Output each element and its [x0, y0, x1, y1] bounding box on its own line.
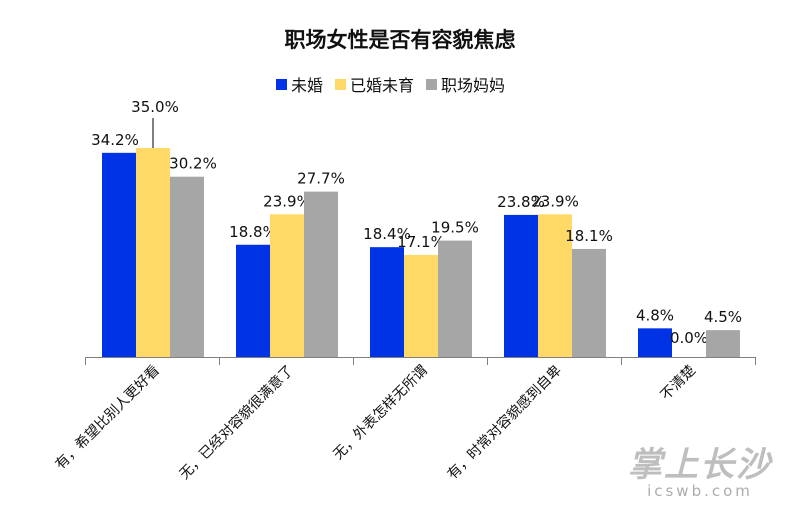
bar-2-2 [438, 240, 472, 357]
data-label-3-0: 23.8% [497, 193, 545, 211]
data-label-1-2: 27.7% [297, 170, 345, 188]
data-label-2-1: 17.1% [397, 233, 445, 251]
legend-swatch-1 [335, 79, 346, 90]
data-label-2-2: 19.5% [431, 219, 479, 237]
legend-label-1: 已婚未育 [350, 76, 414, 95]
data-label-1-0: 18.8% [229, 223, 277, 241]
bar-1-0 [236, 244, 270, 357]
category-label-3: 有，时常对容貌感到自卑 [444, 362, 565, 483]
category-label-2: 无，外表怎样无所谓 [330, 363, 430, 463]
category-label-4: 不清楚 [658, 363, 699, 404]
bar-2-0 [370, 247, 404, 357]
chart-title: 职场女性是否有容貌焦虑 [285, 28, 516, 52]
legend-label-2: 职场妈妈 [441, 76, 505, 95]
bar-2-1 [404, 254, 438, 357]
bar-1-2 [304, 191, 338, 357]
bars: 34.2% 35.0% 30.2% 18.8% 23.9% 27.7% 18.4%17.1%… [91, 98, 742, 357]
legend-swatch-0 [276, 79, 287, 90]
data-label-3-2: 18.1% [565, 227, 613, 245]
legend-label-0: 未婚 [291, 76, 323, 95]
data-label-3-1: 23.9% [531, 192, 579, 210]
data-label-0-0: 34.2% [91, 131, 139, 149]
bar-1-1 [270, 214, 304, 357]
bar-3-0 [504, 214, 538, 357]
bar-0-1 [136, 148, 170, 357]
category-label-1: 无，已经对容貌很满意了 [176, 362, 297, 483]
watermark-url: icswb.com [647, 482, 753, 500]
data-label-4-1: 0.0% [670, 329, 708, 347]
data-label-0-1: 35.0% [131, 98, 179, 116]
category-label-0: 有，希望比别人更好看 [53, 363, 163, 473]
watermark: 掌上长沙 icswb.com [628, 437, 772, 500]
data-label-4-2: 4.5% [704, 308, 742, 326]
data-label-0-2: 30.2% [169, 155, 217, 173]
watermark-logo: 掌上长沙 [628, 445, 772, 485]
bar-4-0 [638, 328, 672, 357]
legend: 未婚 已婚未育 职场妈妈 [276, 76, 505, 95]
bar-0-2 [170, 176, 204, 357]
bar-4-2 [706, 330, 740, 357]
legend-swatch-2 [426, 79, 437, 90]
data-label-1-1: 23.9% [263, 192, 311, 210]
bar-0-0 [102, 152, 136, 357]
bar-3-2 [572, 248, 606, 357]
data-label-4-0: 4.8% [636, 306, 674, 324]
bar-3-1 [538, 214, 572, 357]
data-label-2-0: 18.4% [363, 225, 411, 243]
